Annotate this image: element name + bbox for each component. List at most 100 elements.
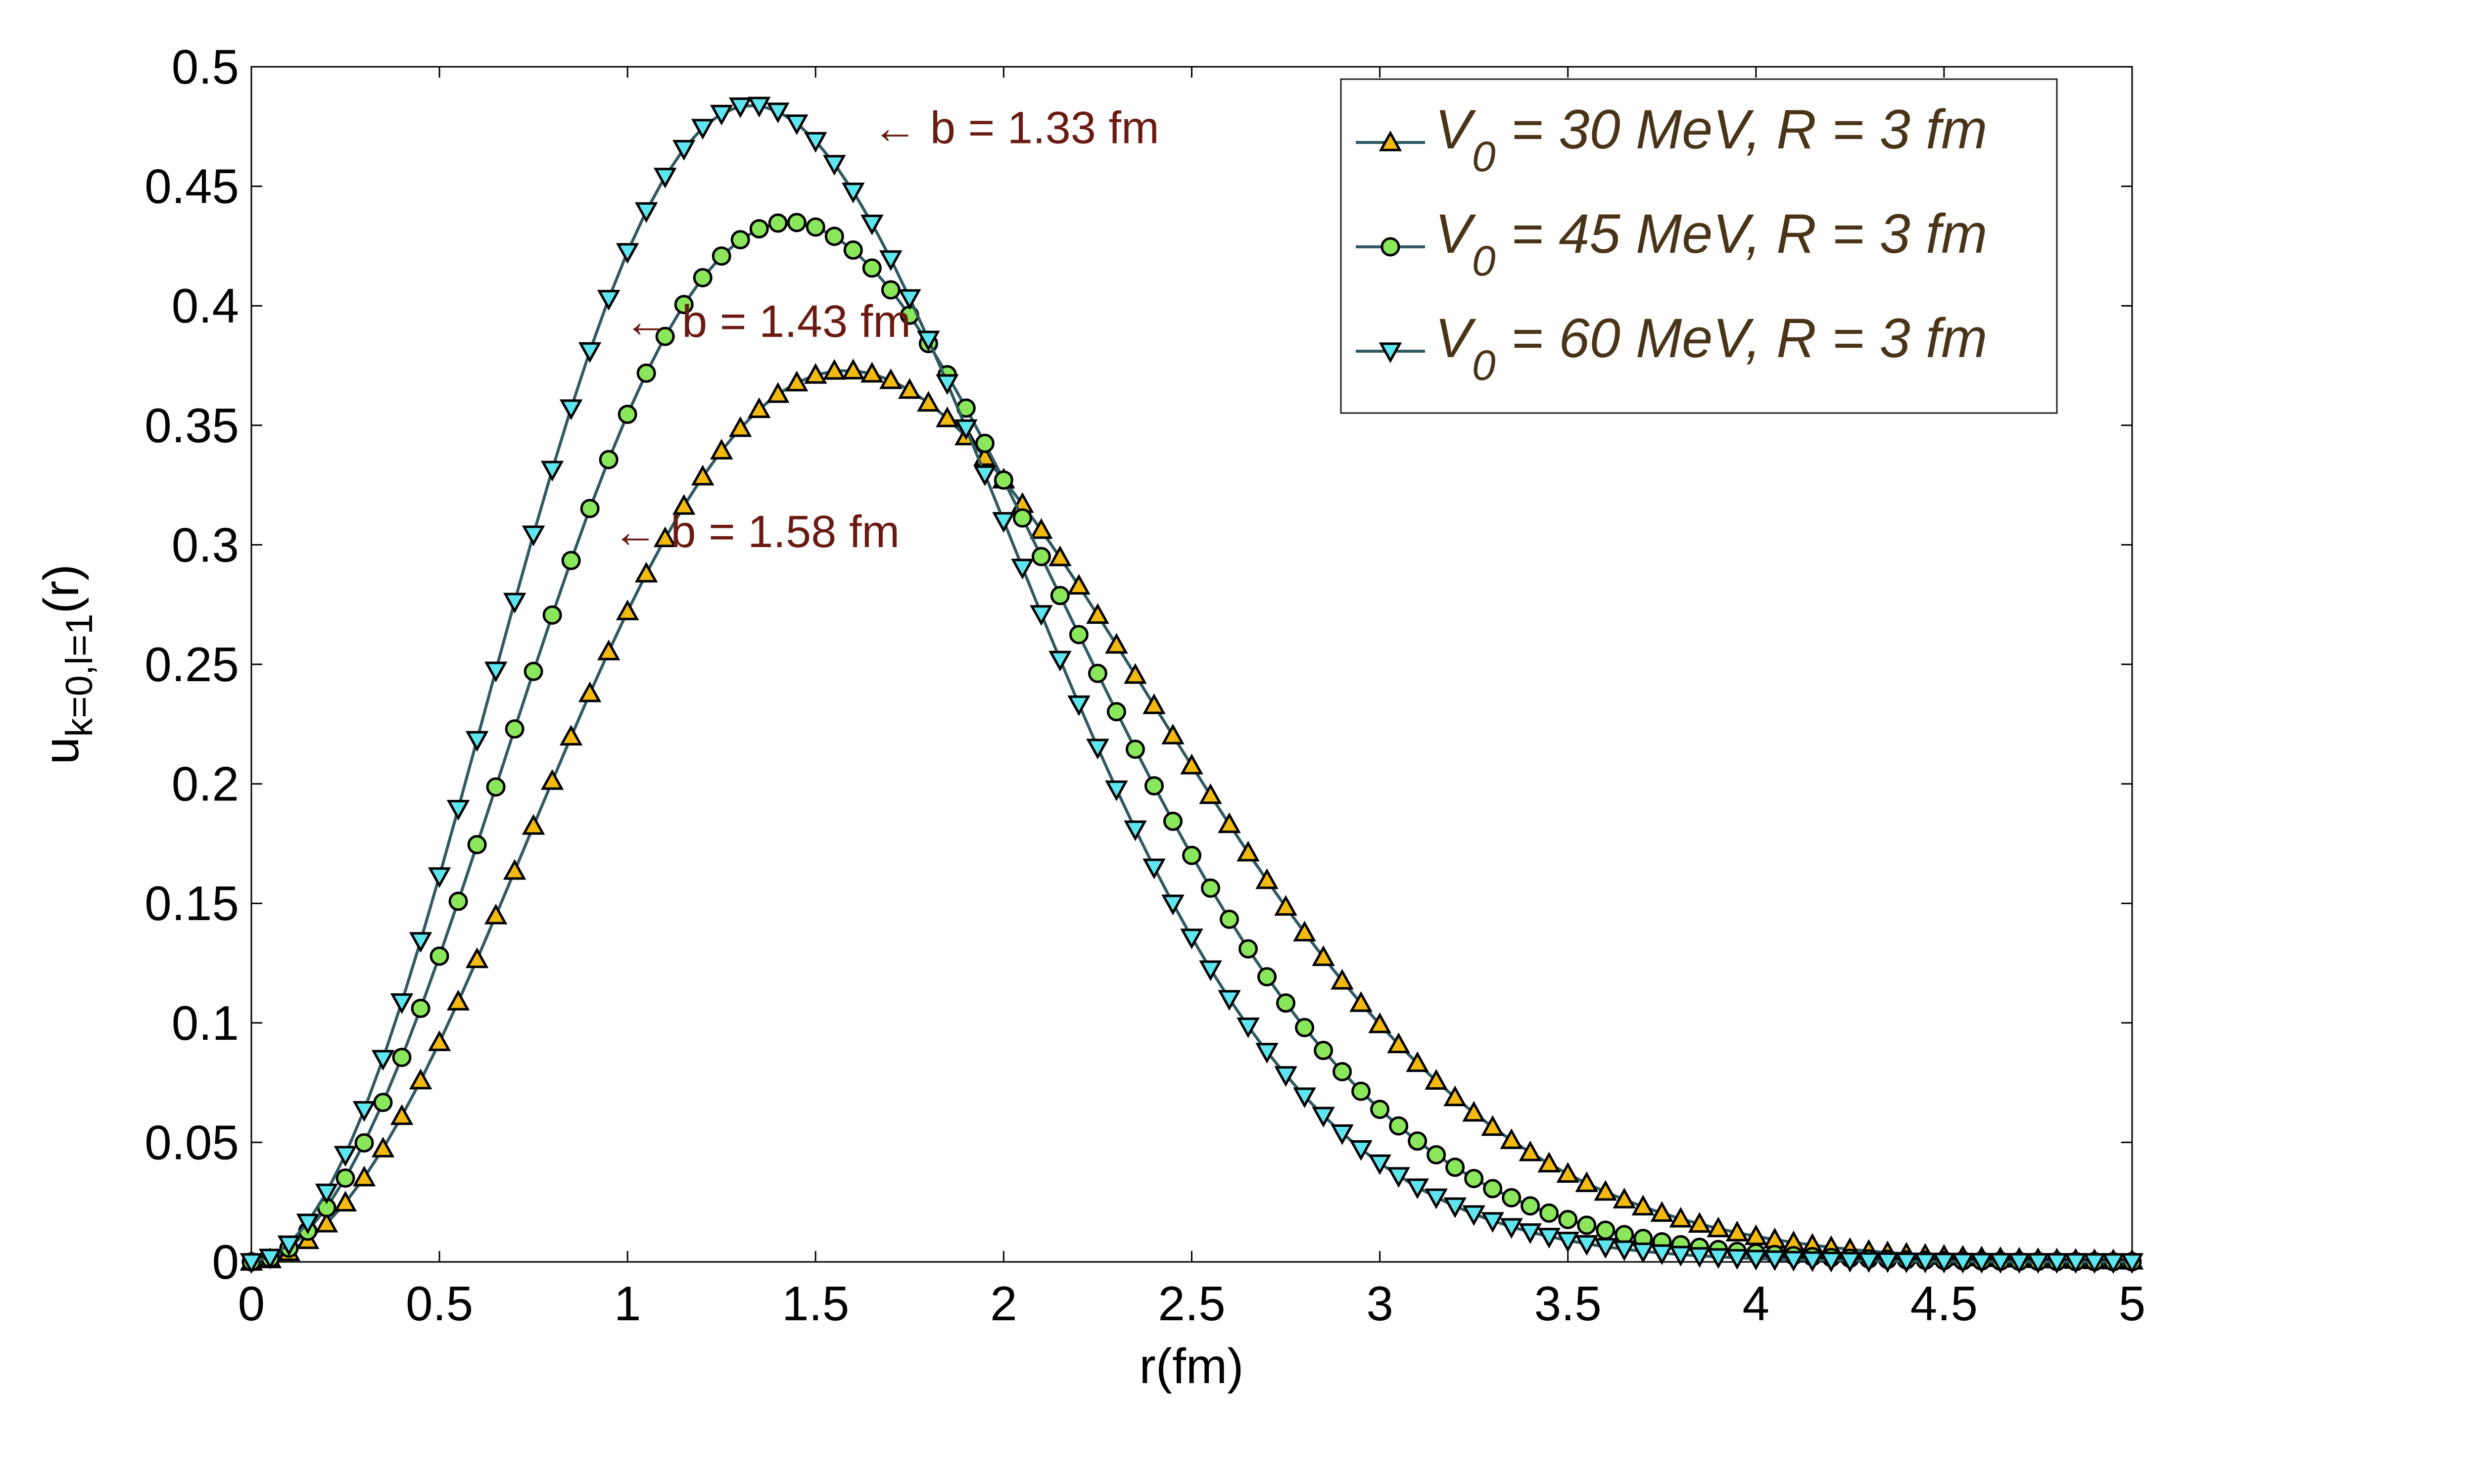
data-point [1575,1235,1598,1256]
data-point [1237,840,1260,862]
data-point [1594,1180,1617,1201]
y-tick-label: 0.45 [144,159,239,214]
data-point [1218,812,1241,834]
data-point [1144,776,1164,796]
data-point [559,725,583,746]
data-point [1631,1195,1655,1216]
data-point [315,1183,338,1205]
data-point [1481,1212,1504,1233]
data-point [842,183,865,204]
data-point [1464,1168,1484,1188]
data-point [373,1093,393,1113]
data-point [371,1050,395,1071]
data-point [1613,1188,1636,1208]
legend-entry-2: V0 = 60 MeV, R = 3 fm [1356,307,1987,389]
data-point [540,769,564,790]
data-point [748,96,771,118]
data-point [1913,1252,1937,1274]
data-point [1519,1223,1542,1244]
data-point [954,419,978,440]
data-point [1161,894,1185,916]
data-point [1408,1131,1427,1151]
data-point [674,295,694,315]
data-point [390,1104,414,1125]
data-point [860,214,884,235]
data-point [486,777,506,797]
data-point [1349,991,1373,1012]
legend-label-sub: 0 [1472,133,1496,181]
data-point [1387,1032,1410,1054]
data-point [505,719,524,739]
data-point [428,867,451,888]
data-point [1238,939,1258,959]
legend-label-sub: 0 [1472,342,1496,389]
data-point [2045,1253,2069,1274]
data-point [616,600,639,620]
data-point [691,464,714,486]
data-point [1105,780,1128,801]
data-point [1368,1012,1391,1033]
data-point [352,1101,376,1122]
legend-marker [1379,130,1402,151]
legend-label: V0 = 45 MeV, R = 3 fm [1435,203,1987,285]
legend-label-sub: 0 [1472,237,1496,285]
data-point [898,378,921,399]
data-point [1368,1154,1391,1175]
data-point [1182,845,1201,865]
data-point [1539,1203,1559,1223]
data-point [484,661,508,683]
data-point [618,405,637,424]
data-point [561,551,581,570]
data-point [1048,545,1072,566]
annotations: ← b = 1.33 fm ← b = 1.43 fm ← b = 1.58 fm [613,103,1159,557]
data-point [691,119,714,140]
data-point [768,213,788,233]
data-point [503,859,526,880]
data-point [1445,1158,1465,1177]
data-point [1763,1250,1787,1271]
data-point [1556,1162,1579,1183]
data-point [917,330,940,352]
data-point [1331,969,1354,990]
data-point [973,465,997,486]
data-point [1220,909,1239,929]
data-point [994,470,1013,490]
data-point [1613,1240,1636,1261]
data-point [1351,1081,1371,1101]
data-point [785,114,809,136]
data-point [1989,1252,2012,1274]
data-point [1744,1250,1768,1271]
legend-label-rest: = 45 MeV, R = 3 fm [1496,203,1988,265]
data-point [1349,1140,1373,1161]
legend-entry-1: V0 = 45 MeV, R = 3 fm [1356,203,1987,285]
data-point [748,397,771,418]
y-axis-label-subscript: k=0,l=1 [58,613,100,737]
data-point [860,362,884,383]
y-tick-label: 0.1 [172,996,239,1050]
data-point [936,406,959,427]
x-tick-label: 0 [238,1276,265,1331]
data-point [578,342,602,363]
x-tick-label: 3.5 [1534,1276,1602,1331]
y-tick-label: 0.3 [172,517,239,572]
data-point [465,731,489,752]
legend-marker [1379,342,1402,364]
data-point [1199,783,1222,804]
data-point [409,932,432,953]
data-point [1725,1249,1749,1270]
series-curves [239,96,2144,1274]
data-point [1838,1252,1862,1273]
data-point [1237,1017,1260,1038]
data-point [1069,625,1089,645]
data-point [824,227,844,246]
data-point [448,891,468,911]
data-point [823,155,846,176]
data-point [1124,663,1147,684]
data-point [1932,1252,1956,1274]
data-point [1163,811,1183,831]
data-point [1142,693,1166,714]
data-point [1274,1066,1297,1087]
data-point [315,1211,338,1233]
data-point [1332,1062,1352,1081]
data-point [1537,1152,1561,1173]
